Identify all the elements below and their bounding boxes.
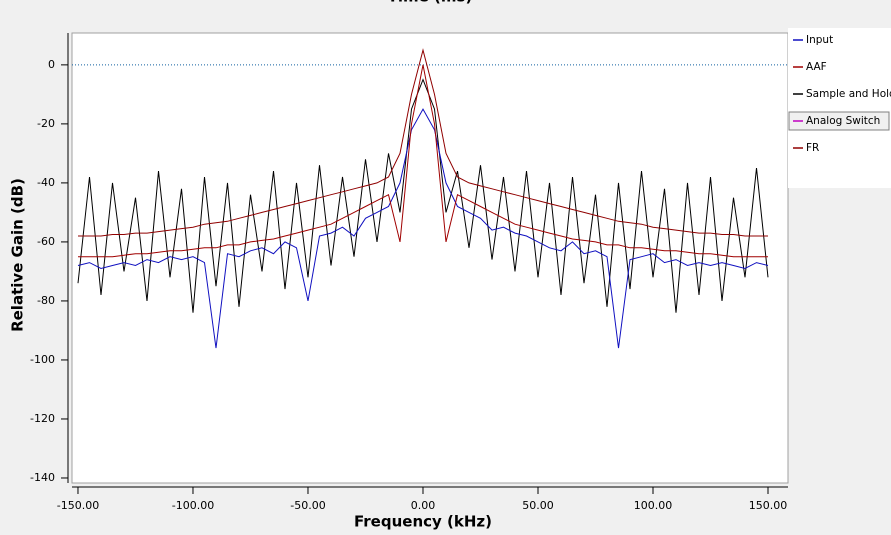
legend-label[interactable]: Analog Switch [806, 115, 880, 127]
series-line [77, 78, 769, 313]
series-line [78, 48, 768, 237]
y-axis-title: Relative Gain (dB) [9, 178, 27, 332]
y-tick-label: -80 [37, 294, 55, 307]
x-tick-label: 100.00 [634, 499, 673, 512]
series-line [78, 64, 768, 258]
y-tick-label: -20 [37, 117, 55, 130]
y-tick-label: -60 [37, 235, 55, 248]
y-tick-label: -40 [37, 176, 55, 189]
y-tick-label: -100 [30, 353, 55, 366]
legend [788, 28, 891, 188]
x-tick-label: 0.00 [411, 499, 436, 512]
y-tick-label: 0 [48, 58, 55, 71]
x-tick-label: 150.00 [749, 499, 788, 512]
legend-label[interactable]: FR [806, 142, 819, 154]
x-tick-label: 50.00 [522, 499, 554, 512]
legend-label[interactable]: Input [806, 34, 833, 46]
chart-title: Time (ms) [388, 0, 473, 6]
y-tick-label: -120 [30, 412, 55, 425]
series-line [77, 108, 769, 349]
x-tick-label: -50.00 [290, 499, 325, 512]
x-axis-title: Frequency (kHz) [354, 513, 492, 531]
legend-label[interactable]: AAF [806, 61, 827, 73]
plot-area [71, 32, 789, 484]
x-tick-label: -150.00 [57, 499, 99, 512]
y-tick-label: -140 [30, 471, 55, 484]
legend-selected [788, 111, 890, 131]
x-tick-label: -100.00 [172, 499, 214, 512]
legend-label[interactable]: Sample and Hold [806, 88, 891, 100]
